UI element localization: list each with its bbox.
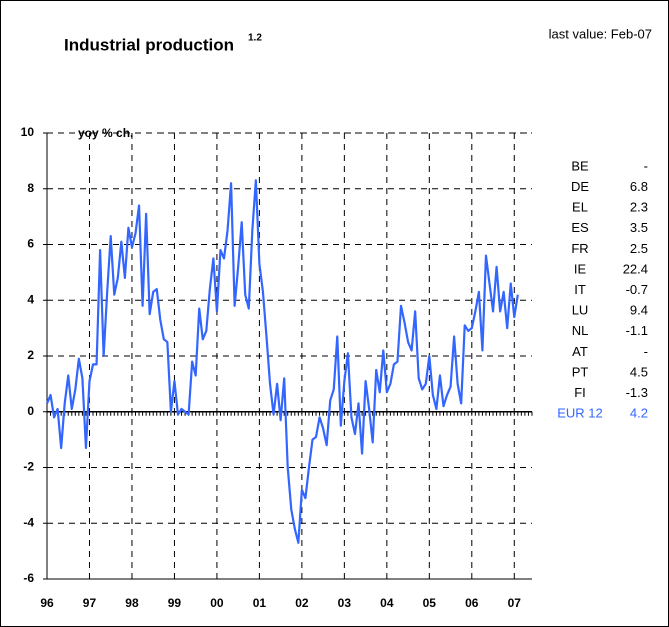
- y-tick-label: 6: [27, 237, 34, 251]
- y-tick-label: 2: [27, 348, 34, 362]
- x-tick-label: 03: [338, 596, 352, 610]
- x-tick-label: 00: [210, 596, 224, 610]
- x-tick-label: 99: [168, 596, 182, 610]
- table-label: DE: [571, 179, 589, 194]
- table-value: 2.5: [630, 241, 648, 256]
- table-label: EL: [572, 200, 588, 215]
- table-value: 3.5: [630, 220, 648, 235]
- x-tick-label: 07: [508, 596, 522, 610]
- y-tick-label: 8: [27, 181, 34, 195]
- table-value: 4.5: [630, 364, 648, 379]
- x-tick-label: 04: [380, 596, 394, 610]
- series-line: [45, 179, 519, 544]
- table-value: 9.4: [630, 303, 648, 318]
- table-label: IE: [574, 261, 587, 276]
- table-label: FR: [571, 241, 588, 256]
- table-label: LU: [572, 303, 589, 318]
- table-label: FI: [574, 385, 586, 400]
- y-tick-label: -6: [23, 571, 34, 585]
- y-tick-label: 4: [27, 292, 34, 306]
- table-label: BE: [571, 158, 589, 173]
- table-value: -0.7: [626, 282, 648, 297]
- table-value: -: [644, 344, 648, 359]
- chart-title: Industrial production: [64, 35, 234, 54]
- table-value: -: [644, 158, 648, 173]
- title-superscript: 1.2: [248, 33, 262, 44]
- y-tick-label: 0: [27, 404, 34, 418]
- table-value: -1.1: [626, 323, 648, 338]
- x-tick-label: 97: [83, 596, 97, 610]
- table-value: 2.3: [630, 200, 648, 215]
- y-tick-label: -2: [23, 460, 34, 474]
- x-tick-label: 98: [125, 596, 139, 610]
- x-tick-label: 05: [423, 596, 437, 610]
- table-label: NL: [572, 323, 589, 338]
- x-tick-label: 01: [253, 596, 267, 610]
- x-tick-label: 06: [465, 596, 479, 610]
- table-label: AT: [572, 344, 588, 359]
- x-tick-label: 96: [40, 596, 54, 610]
- annotation: last value: Feb-07: [549, 26, 652, 41]
- x-tick-label: 02: [295, 596, 309, 610]
- table-value: 22.4: [623, 261, 648, 276]
- table-label: IT: [574, 282, 586, 297]
- y-tick-label: -4: [23, 515, 34, 529]
- table-value: -1.3: [626, 385, 648, 400]
- y-tick-label: 10: [21, 125, 35, 139]
- table-label: ES: [571, 220, 589, 235]
- table-label: EUR 12: [557, 406, 603, 421]
- table-value: 6.8: [630, 179, 648, 194]
- table-value: 4.2: [630, 406, 648, 421]
- table-label: PT: [572, 364, 589, 379]
